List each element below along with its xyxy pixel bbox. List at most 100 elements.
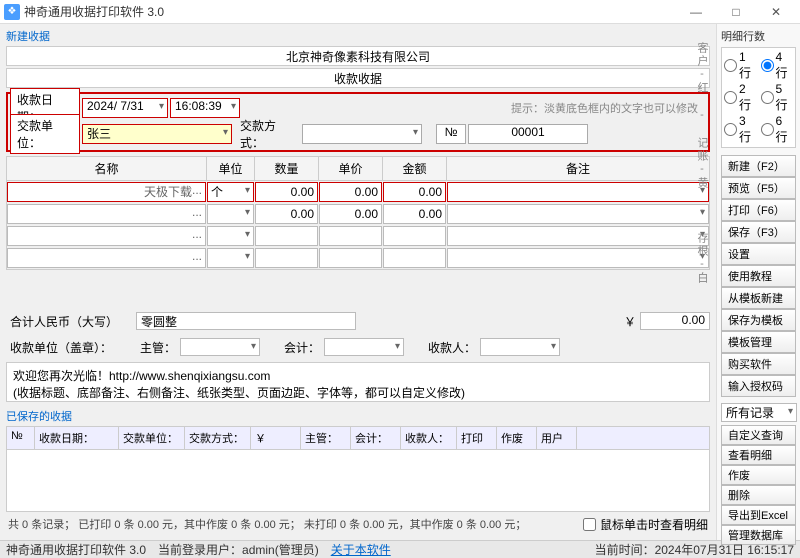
sidebar-button[interactable]: 从模板新建 [721, 287, 796, 309]
saved-th[interactable]: № [7, 427, 35, 449]
rows-radio[interactable]: 2 行 [724, 82, 757, 113]
saved-receipts-table[interactable]: №收款日期：交款单位：交款方式：￥主管：会计：收款人：打印作废用户 [6, 426, 710, 512]
item-price-cell[interactable] [319, 204, 382, 224]
sidebar-button[interactable]: 打印（F6） [721, 199, 796, 221]
item-remark-cell[interactable] [447, 248, 709, 268]
saved-th[interactable]: 收款人： [401, 427, 457, 449]
th-price: 单价 [319, 157, 383, 180]
payee-input[interactable] [480, 338, 560, 356]
sidebar-button[interactable]: 查看明细 [721, 445, 796, 465]
sidebar-button[interactable]: 使用教程 [721, 265, 796, 287]
payer-label: 交款单位： [10, 114, 80, 154]
item-unit-cell[interactable] [207, 248, 254, 268]
sidebar-button[interactable]: 保存（F3） [721, 221, 796, 243]
no-input[interactable]: 00001 [468, 124, 588, 144]
item-remark-cell[interactable] [447, 226, 709, 246]
sidebar-button[interactable]: 输入授权码 [721, 375, 796, 397]
supervisor-label: 主管： [136, 339, 180, 356]
item-amount-cell[interactable] [383, 248, 446, 268]
time-input[interactable]: 16:08:39 [170, 98, 240, 118]
sidebar-button[interactable]: 模板管理 [721, 331, 796, 353]
item-price-cell[interactable] [319, 226, 382, 246]
item-name-cell[interactable]: 天极下载 ... [7, 182, 206, 202]
date-input[interactable]: 2024/ 7/31 [82, 98, 168, 118]
item-name-cell[interactable]: ... [7, 226, 206, 246]
sidebar-button[interactable]: 购买软件 [721, 353, 796, 375]
welcome-box: 欢迎您再次光临！http://www.shenqixiangsu.com (收据… [6, 362, 710, 402]
th-remark: 备注 [447, 157, 709, 180]
sidebar-button[interactable]: 新建（F2） [721, 155, 796, 177]
rows-count-label: 明细行数 [721, 28, 796, 44]
minimize-button[interactable]: — [676, 0, 716, 24]
sidebar-button[interactable]: 作废 [721, 465, 796, 485]
item-name-cell[interactable]: ... [7, 248, 206, 268]
pay-method-input[interactable] [302, 124, 422, 144]
item-amount-cell[interactable] [383, 182, 446, 202]
total-value: 0.00 [640, 312, 710, 330]
sidebar-button[interactable]: 删除 [721, 485, 796, 505]
supervisor-input[interactable] [180, 338, 260, 356]
rows-radio-group: 1 行4 行2 行5 行3 行6 行 [721, 47, 796, 148]
payee-label: 收款人： [424, 339, 480, 356]
status-about[interactable]: 关于本软件 [331, 541, 391, 558]
item-amount-cell[interactable] [383, 226, 446, 246]
saved-th[interactable]: 主管： [301, 427, 351, 449]
saved-th[interactable]: 收款日期： [35, 427, 119, 449]
app-icon: ❖ [4, 4, 20, 20]
no-label: № [436, 124, 466, 144]
rows-radio[interactable]: 3 行 [724, 114, 757, 145]
sidebar-button[interactable]: 导出到Excel [721, 505, 796, 525]
item-qty-cell[interactable] [255, 248, 318, 268]
sidebar-button[interactable]: 保存为模板 [721, 309, 796, 331]
rmb-upper-value: 零圆整 [136, 312, 356, 330]
saved-th[interactable]: 会计： [351, 427, 401, 449]
footer-stats: 共 0 条记录； 已打印 0 条 0.00 元，其中作废 0 条 0.00 元；… [6, 512, 581, 536]
currency-symbol: ￥ [620, 313, 640, 330]
hint-text: 提示：淡黄底色框内的文字也可以修改 [242, 100, 706, 116]
saved-receipts-label: 已保存的收据 [6, 408, 710, 424]
saved-th[interactable]: 交款单位： [119, 427, 185, 449]
sidebar-button[interactable]: 设置 [721, 243, 796, 265]
saved-th[interactable]: ￥ [251, 427, 301, 449]
table-row: ... [7, 203, 709, 225]
rows-radio[interactable]: 6 行 [761, 114, 794, 145]
receipt-title[interactable]: 收款收据 [6, 68, 710, 88]
item-name-cell[interactable]: ... [7, 204, 206, 224]
item-qty-cell[interactable] [255, 226, 318, 246]
item-qty-cell[interactable] [255, 182, 318, 202]
filter-select[interactable]: 所有记录 [721, 403, 797, 422]
saved-th[interactable]: 作废 [497, 427, 537, 449]
rows-radio[interactable]: 1 行 [724, 50, 757, 81]
th-qty: 数量 [255, 157, 319, 180]
item-unit-cell[interactable] [207, 226, 254, 246]
line-items-table: 名称 单位 数量 单价 金额 备注 天极下载 ...个 ... ... ... [6, 156, 710, 270]
copy-colors-strip: 客户-红 - 记账-黄 - 存根-白 [696, 42, 710, 285]
maximize-button[interactable]: □ [716, 0, 756, 24]
sidebar-button[interactable]: 预览（F5） [721, 177, 796, 199]
item-unit-cell[interactable]: 个 [207, 182, 254, 202]
saved-th[interactable]: 交款方式： [185, 427, 251, 449]
item-remark-cell[interactable] [447, 182, 709, 202]
rows-radio[interactable]: 5 行 [761, 82, 794, 113]
sidebar-button[interactable]: 自定义查询 [721, 425, 796, 445]
saved-th[interactable]: 用户 [537, 427, 577, 449]
item-unit-cell[interactable] [207, 204, 254, 224]
item-price-cell[interactable] [319, 182, 382, 202]
close-button[interactable]: ✕ [756, 0, 796, 24]
table-row: ... [7, 225, 709, 247]
new-receipt-label: 新建收据 [6, 28, 710, 44]
rows-radio[interactable]: 4 行 [761, 50, 794, 81]
item-remark-cell[interactable] [447, 204, 709, 224]
item-price-cell[interactable] [319, 248, 382, 268]
view-detail-on-click-checkbox[interactable]: 鼠标单击时查看明细 [581, 514, 710, 535]
unit-seal-label: 收款单位（盖章）： [6, 339, 136, 356]
company-name[interactable]: 北京神奇像素科技有限公司 [6, 46, 710, 66]
item-amount-cell[interactable] [383, 204, 446, 224]
saved-th[interactable]: 打印 [457, 427, 497, 449]
payer-input[interactable]: 张三 [82, 124, 232, 144]
item-qty-cell[interactable] [255, 204, 318, 224]
th-unit: 单位 [207, 157, 255, 180]
pay-method-label: 交款方式： [234, 115, 300, 153]
accountant-input[interactable] [324, 338, 404, 356]
accountant-label: 会计： [280, 339, 324, 356]
